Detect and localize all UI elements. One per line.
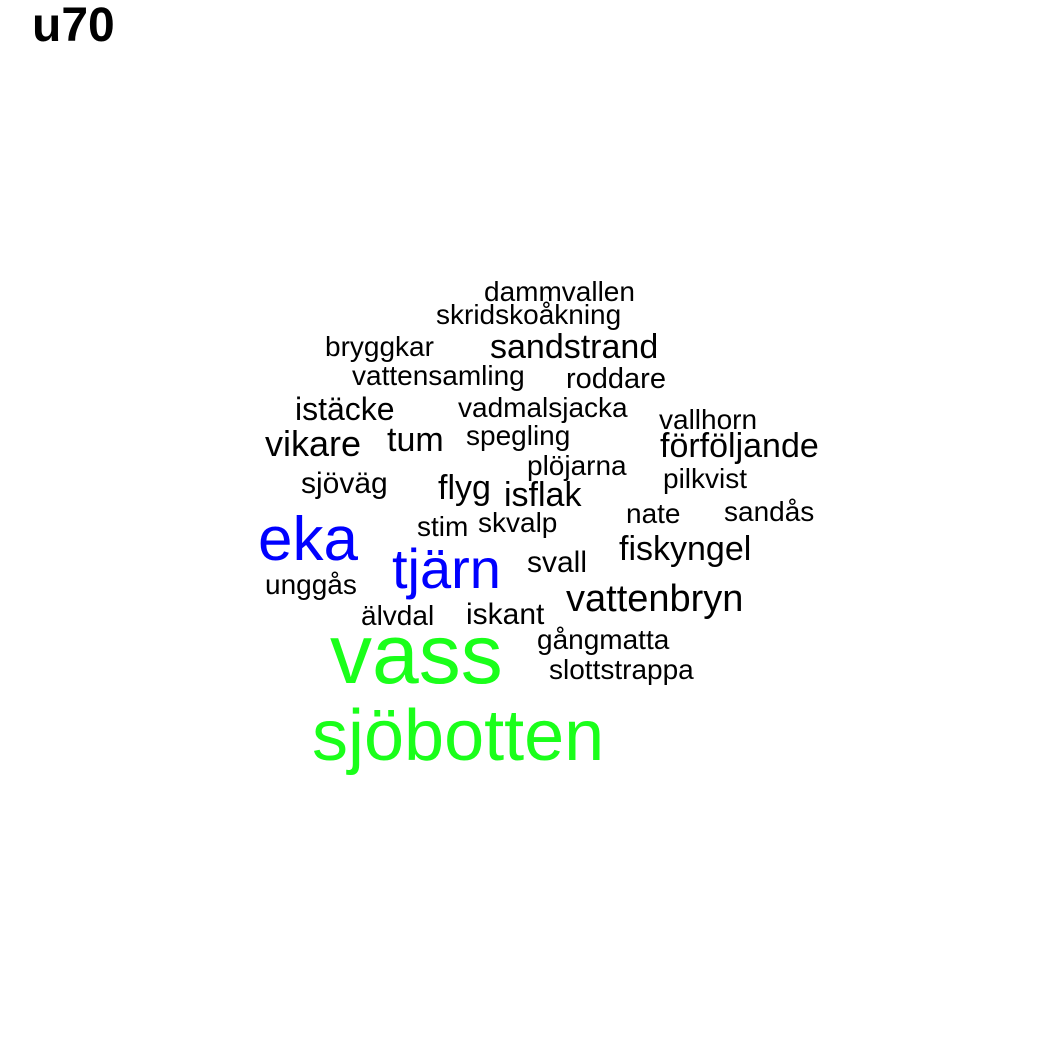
word-vallhorn: vallhorn	[659, 404, 758, 435]
word-iskant: iskant	[466, 598, 545, 631]
word-pilkvist: pilkvist	[663, 463, 748, 494]
word-vadmalsjacka: vadmalsjacka	[458, 392, 628, 423]
word-slottstrappa: slottstrappa	[549, 654, 694, 685]
word-sjöbotten: sjöbotten	[312, 696, 605, 776]
word-eka: eka	[258, 505, 358, 574]
word-vass: vass	[330, 607, 503, 701]
word-vattensamling: vattensamling	[352, 360, 525, 391]
word-nate: nate	[626, 498, 681, 529]
word-stim: stim	[417, 511, 469, 542]
word-dammvallen: dammvallen	[484, 276, 635, 307]
word-sandås: sandås	[724, 496, 815, 527]
word-älvdal: älvdal	[361, 600, 435, 631]
word-spegling: spegling	[466, 420, 571, 451]
word-gångmatta: gångmatta	[537, 624, 670, 655]
word-svall: svall	[527, 546, 588, 579]
word-tum: tum	[387, 421, 444, 459]
word-flyg: flyg	[438, 469, 491, 507]
word-vattenbryn: vattenbryn	[566, 578, 744, 620]
word-sjöväg: sjöväg	[301, 467, 388, 500]
word-roddare: roddare	[566, 363, 666, 395]
word-unggås: unggås	[265, 569, 357, 600]
word-istäcke: istäcke	[295, 391, 395, 427]
word-isflak: isflak	[504, 476, 582, 514]
word-vikare: vikare	[265, 423, 362, 464]
word-skvalp: skvalp	[478, 507, 558, 538]
word-tjärn: tjärn	[392, 537, 501, 600]
word-sandstrand: sandstrand	[490, 328, 659, 366]
word-förföljande: förföljande	[660, 427, 819, 465]
word-fiskyngel: fiskyngel	[619, 530, 752, 568]
page-title: u70	[32, 0, 115, 52]
word-plöjarna: plöjarna	[527, 450, 627, 481]
word-skridskoåkning: skridskoåkning	[436, 299, 622, 330]
word-bryggkar: bryggkar	[325, 331, 434, 362]
